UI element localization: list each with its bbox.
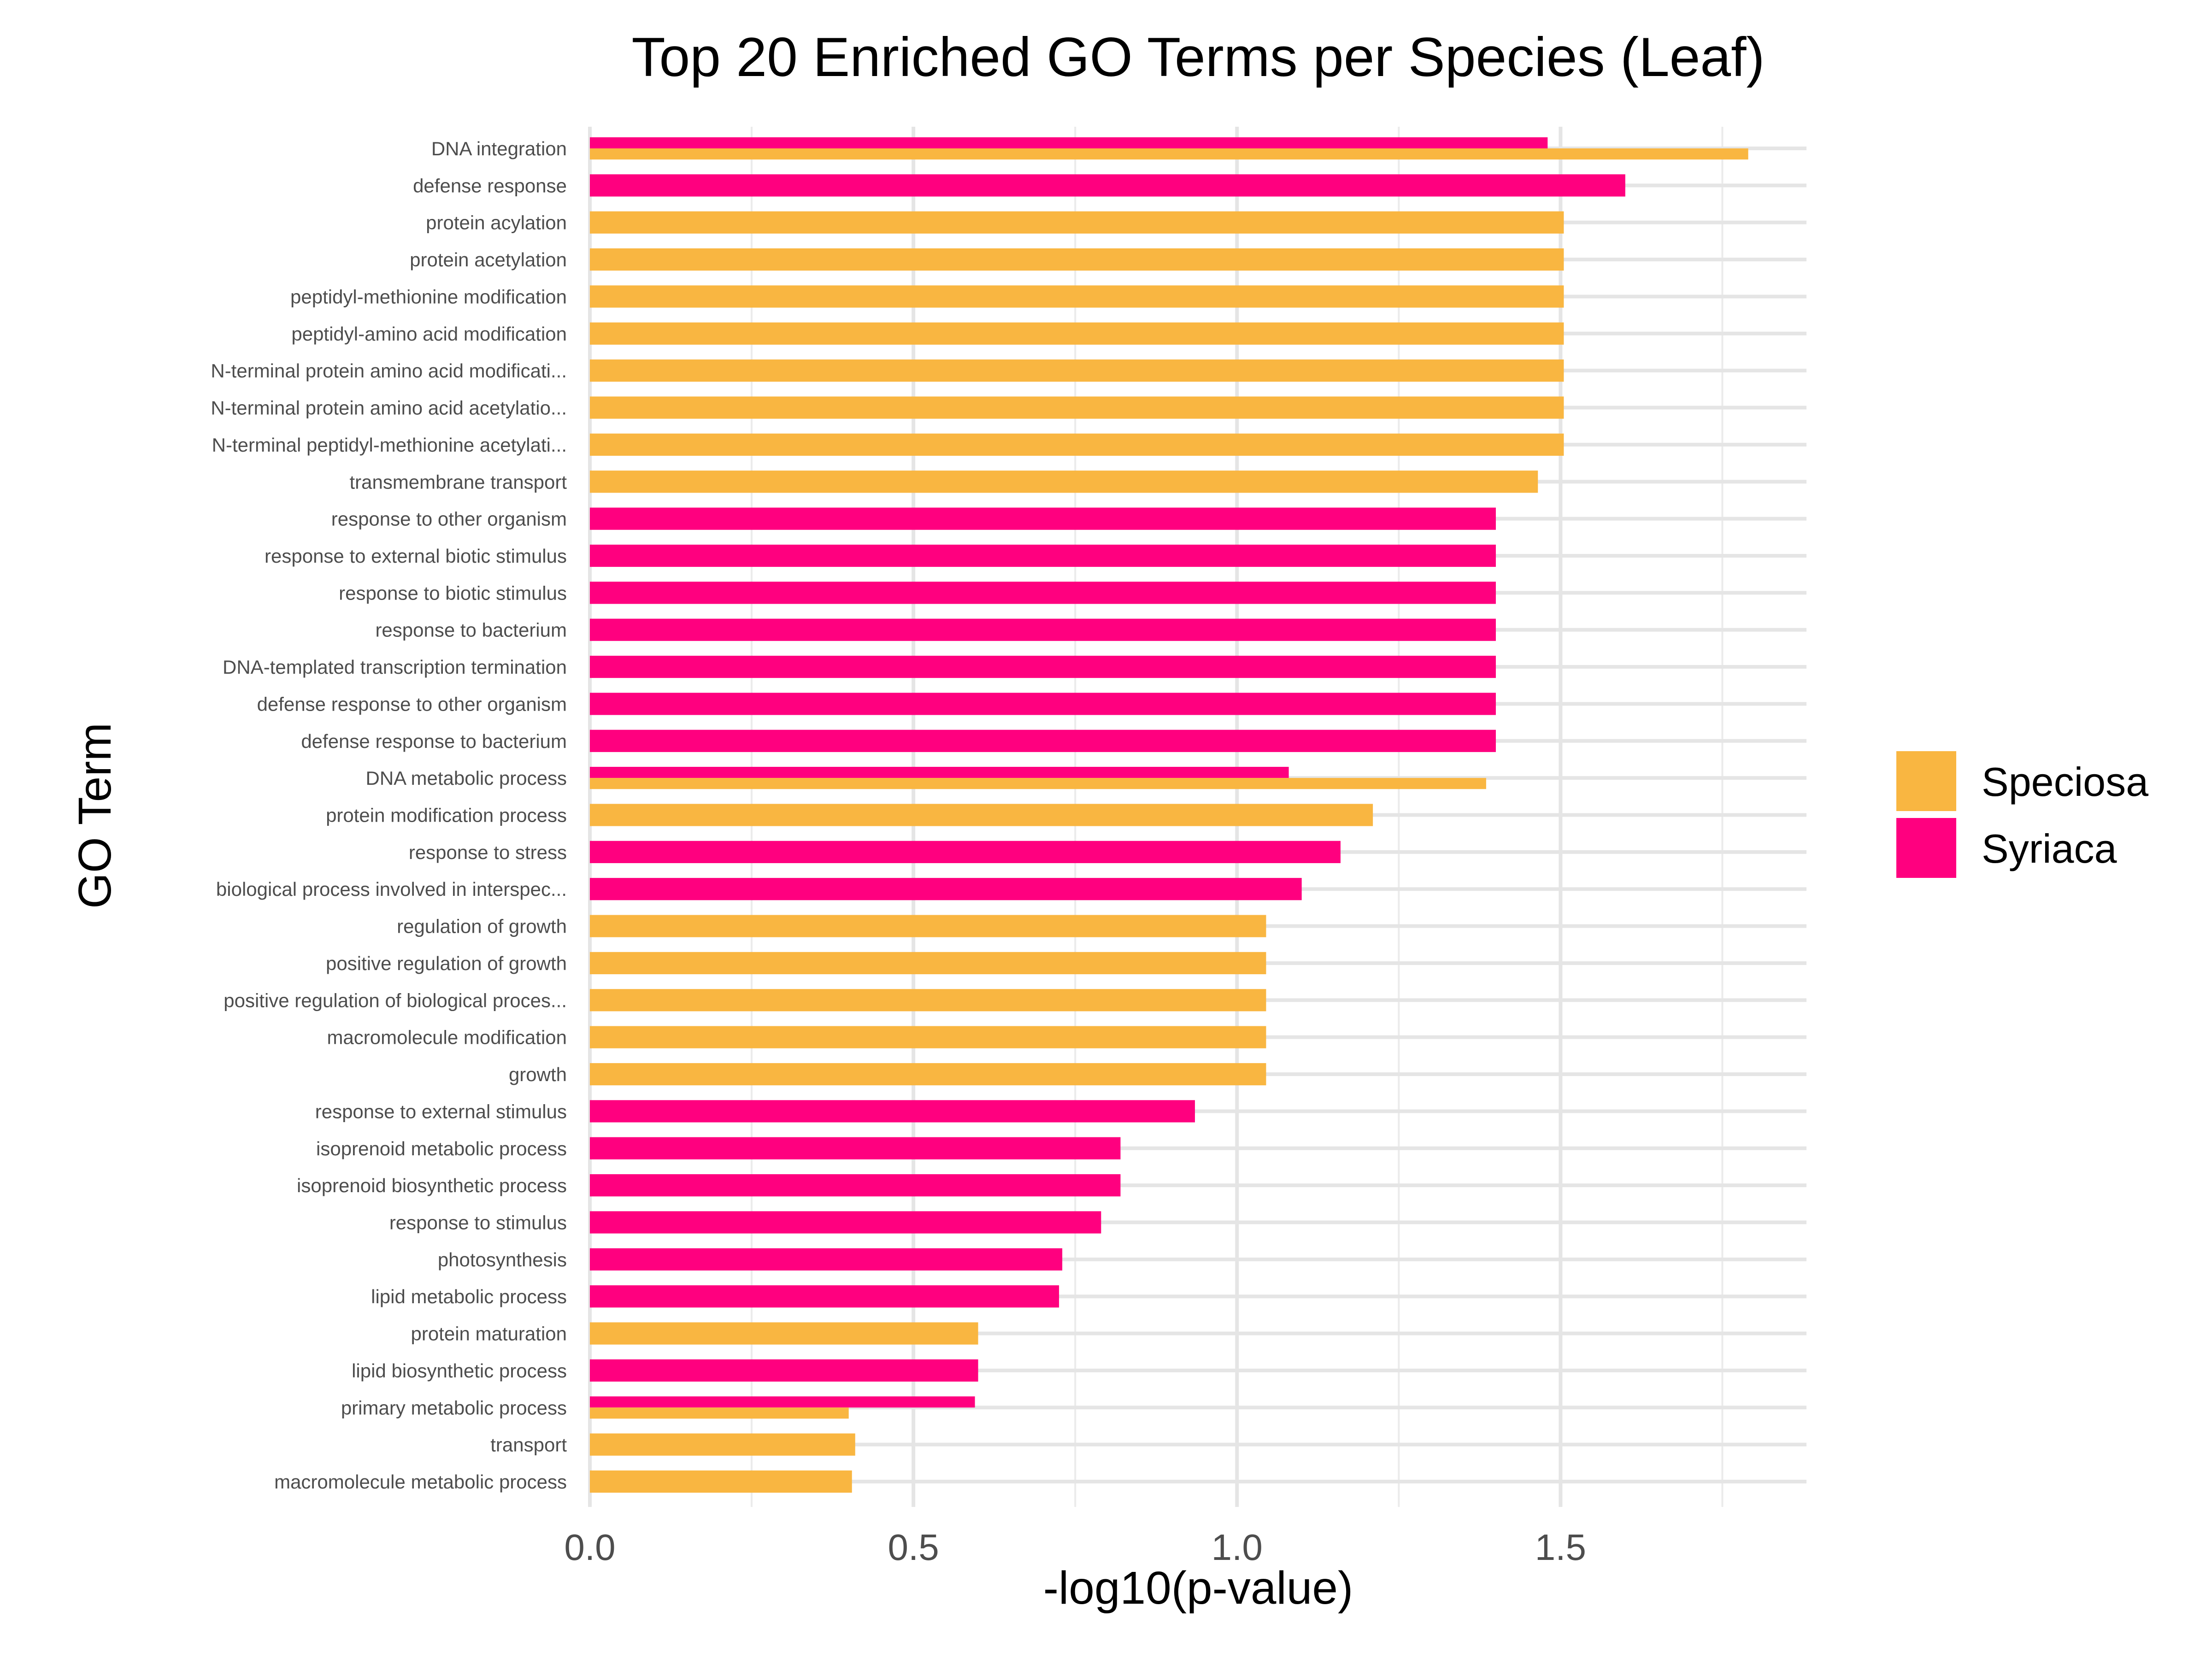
x-tick-labels: 0.0 0.5 1.0 1.5: [564, 1527, 1586, 1568]
legend-label-syriaca: Syriaca: [1982, 826, 2117, 871]
bar-speciosa-protein-maturation: [590, 1322, 978, 1345]
legend-swatch-speciosa: [1896, 751, 1956, 811]
y-tick-label: response to biotic stimulus: [339, 582, 567, 604]
y-tick-label: response to stress: [409, 841, 567, 863]
bar-syriaca-dna-templated-transcription-termination: [590, 655, 1496, 678]
bar-speciosa-regulation-of-growth: [590, 915, 1266, 937]
y-tick-label: response to bacterium: [375, 619, 567, 641]
y-tick-label: lipid biosynthetic process: [352, 1360, 567, 1382]
bar-speciosa-growth: [590, 1063, 1266, 1086]
bar-speciosa-macromolecule-modification: [590, 1026, 1266, 1048]
y-tick-label: N-terminal protein amino acid acetylatio…: [211, 397, 567, 419]
y-tick-label: biological process involved in interspec…: [216, 878, 567, 900]
legend-label-speciosa: Speciosa: [1982, 759, 2148, 805]
bar-syriaca-lipid-biosynthetic-process: [590, 1359, 978, 1382]
bar-speciosa-transport: [590, 1433, 855, 1456]
y-tick-label: lipid metabolic process: [371, 1286, 567, 1307]
y-tick-label: N-terminal protein amino acid modificati…: [211, 360, 567, 382]
y-tick-label: response to external stimulus: [315, 1100, 567, 1122]
y-tick-label: macromolecule metabolic process: [274, 1471, 567, 1493]
bar-speciosa-n-terminal-peptidyl-methionine-acetylati: [590, 433, 1564, 456]
bar-syriaca-response-to-other-organism: [590, 507, 1496, 530]
bar-syriaca-dna-metabolic-process: [590, 767, 1289, 778]
y-tick-label: transmembrane transport: [349, 471, 567, 493]
bar-speciosa-positive-regulation-of-growth: [590, 952, 1266, 975]
bar-syriaca-lipid-metabolic-process: [590, 1285, 1059, 1308]
legend: Speciosa Syriaca: [1896, 751, 2148, 878]
y-tick-label: photosynthesis: [438, 1249, 567, 1271]
bars: [590, 137, 1748, 1493]
y-tick-label: DNA integration: [431, 138, 567, 159]
bar-syriaca-response-to-bacterium: [590, 618, 1496, 641]
x-tick-label: 1.5: [1535, 1527, 1586, 1568]
y-tick-label: protein maturation: [411, 1323, 567, 1345]
y-tick-label: DNA-templated transcription termination: [223, 656, 567, 678]
y-tick-label: response to other organism: [331, 508, 567, 530]
bar-speciosa-protein-acylation: [590, 211, 1564, 234]
y-tick-label: DNA metabolic process: [365, 767, 567, 789]
y-tick-label: peptidyl-methionine modification: [290, 286, 567, 307]
bar-speciosa-macromolecule-metabolic-process: [590, 1470, 852, 1493]
y-tick-label: positive regulation of growth: [326, 953, 567, 974]
y-tick-label: defense response to other organism: [257, 693, 567, 715]
bar-syriaca-isoprenoid-metabolic-process: [590, 1137, 1121, 1159]
bar-speciosa-protein-modification-process: [590, 804, 1373, 826]
y-tick-label: positive regulation of biological proces…: [224, 989, 567, 1011]
bar-syriaca-defense-response: [590, 174, 1625, 197]
x-tick-label: 0.5: [888, 1527, 939, 1568]
y-tick-label: response to stimulus: [389, 1212, 567, 1233]
y-tick-label: N-terminal peptidyl-methionine acetylati…: [212, 434, 567, 456]
bar-syriaca-response-to-external-biotic-stimulus: [590, 544, 1496, 567]
y-tick-label: transport: [490, 1434, 567, 1456]
bar-syriaca-photosynthesis: [590, 1248, 1063, 1271]
bar-syriaca-primary-metabolic-process: [590, 1396, 975, 1408]
y-tick-label: defense response: [413, 175, 567, 196]
x-tick-label: 1.0: [1212, 1527, 1263, 1568]
bar-syriaca-defense-response-to-other-organism: [590, 693, 1496, 715]
bar-speciosa-n-terminal-protein-amino-acid-modificati: [590, 359, 1564, 382]
bar-speciosa-positive-regulation-of-biological-proces: [590, 989, 1266, 1012]
bar-speciosa-transmembrane-transport: [590, 471, 1538, 493]
y-tick-label: growth: [509, 1064, 567, 1085]
chart-title: Top 20 Enriched GO Terms per Species (Le…: [632, 26, 1765, 88]
bar-syriaca-response-to-stimulus: [590, 1211, 1101, 1234]
y-tick-label: macromolecule modification: [327, 1027, 567, 1048]
bar-speciosa-peptidyl-amino-acid-modification: [590, 322, 1564, 345]
y-tick-label: response to external biotic stimulus: [265, 545, 567, 567]
y-tick-label: defense response to bacterium: [301, 730, 567, 752]
legend-swatch-syriaca: [1896, 818, 1956, 878]
y-tick-label: isoprenoid metabolic process: [316, 1138, 567, 1159]
bar-syriaca-response-to-biotic-stimulus: [590, 582, 1496, 604]
y-axis-title: GO Term: [69, 723, 121, 909]
y-tick-labels: DNA integration defense response protein a…: [211, 138, 567, 1493]
x-tick-label: 0.0: [564, 1527, 615, 1568]
bar-speciosa-dna-integration: [590, 148, 1748, 160]
bar-speciosa-n-terminal-protein-amino-acid-acetylatio: [590, 396, 1564, 419]
y-tick-label: isoprenoid biosynthetic process: [297, 1175, 567, 1196]
y-tick-label: peptidyl-amino acid modification: [291, 323, 567, 345]
bar-syriaca-dna-integration: [590, 137, 1548, 148]
bar-speciosa-protein-acetylation: [590, 248, 1564, 271]
bar-syriaca-isoprenoid-biosynthetic-process: [590, 1174, 1121, 1197]
bar-speciosa-primary-metabolic-process: [590, 1407, 849, 1419]
y-tick-label: primary metabolic process: [341, 1397, 567, 1418]
x-axis-title: -log10(p-value): [1043, 1562, 1353, 1614]
bar-speciosa-peptidyl-methionine-modification: [590, 285, 1564, 308]
bar-speciosa-dna-metabolic-process: [590, 778, 1486, 789]
bar-syriaca-response-to-stress: [590, 841, 1341, 863]
bar-syriaca-response-to-external-stimulus: [590, 1100, 1195, 1123]
y-tick-label: protein acetylation: [410, 249, 567, 271]
y-tick-label: protein modification process: [326, 805, 567, 826]
bar-syriaca-defense-response-to-bacterium: [590, 729, 1496, 752]
bar-syriaca-biological-process-involved-in-interspec: [590, 878, 1302, 900]
y-tick-label: protein acylation: [426, 212, 567, 234]
y-tick-label: regulation of growth: [397, 916, 567, 937]
